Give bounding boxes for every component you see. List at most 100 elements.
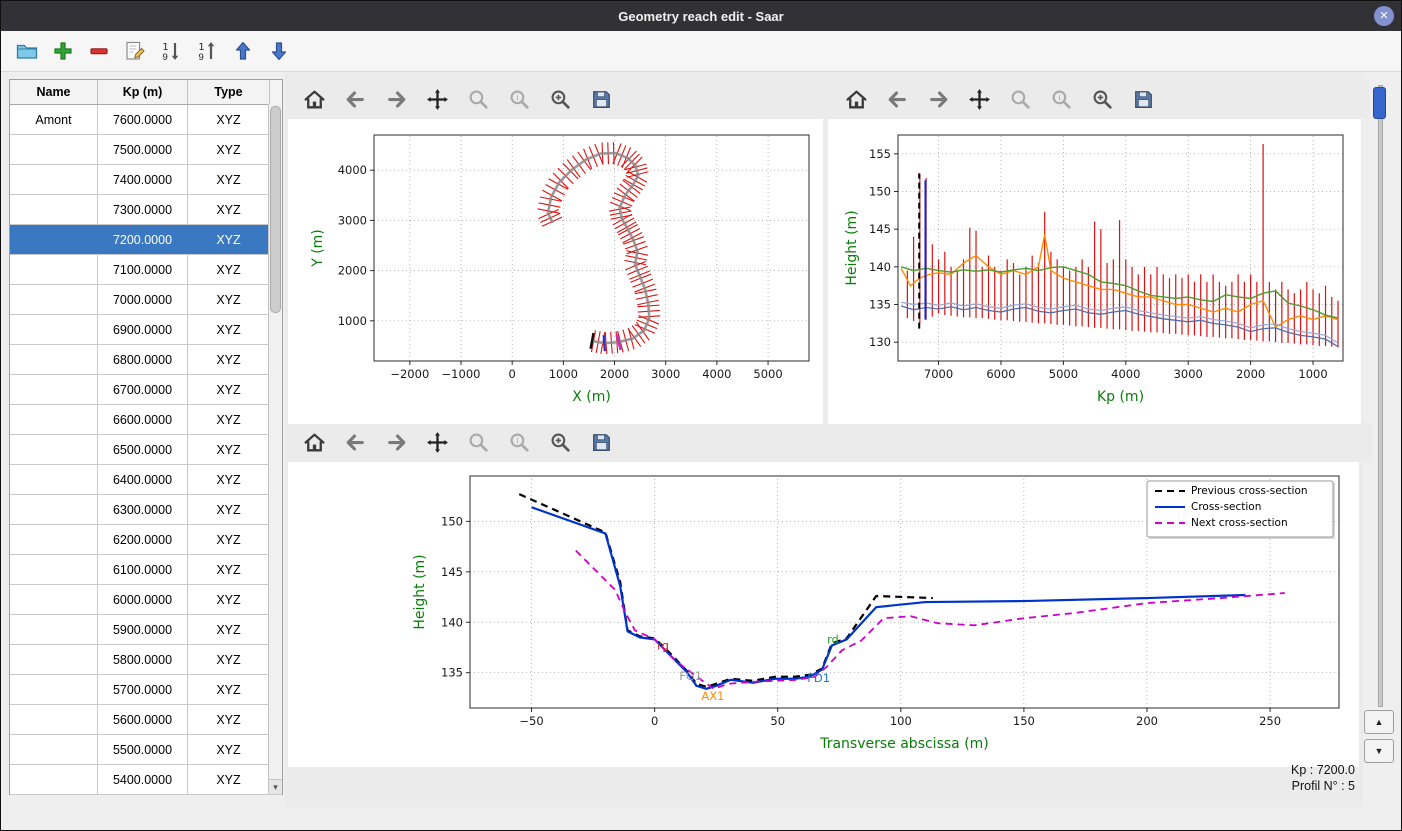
cell-type: XYZ <box>188 495 270 524</box>
table-row[interactable]: 6300.0000 XYZ <box>10 495 282 525</box>
column-header-name[interactable]: Name <box>10 80 98 104</box>
cell-kp: 6700.0000 <box>98 375 188 404</box>
pan-icon[interactable] <box>425 87 450 112</box>
cell-type: XYZ <box>188 405 270 434</box>
table-row[interactable]: 7200.0000 XYZ <box>10 225 282 255</box>
move-up-icon[interactable] <box>231 39 255 63</box>
forward-icon[interactable] <box>926 87 951 112</box>
table-row[interactable]: 5400.0000 XYZ <box>10 765 282 795</box>
table-row[interactable]: 7100.0000 XYZ <box>10 255 282 285</box>
title-bar[interactable]: Geometry reach edit - Saar ✕ <box>1 1 1401 32</box>
svg-text:Transverse abscissa (m): Transverse abscissa (m) <box>819 736 989 752</box>
zoom-rect-icon[interactable] <box>1090 87 1115 112</box>
cell-kp: 7400.0000 <box>98 165 188 194</box>
table-row[interactable]: 6400.0000 XYZ <box>10 465 282 495</box>
table-row[interactable]: 6500.0000 XYZ <box>10 435 282 465</box>
longitudinal-profile-chart[interactable]: 7000 6000 5000 4000 3000 2000 1000 130 135 140 145… <box>828 119 1361 419</box>
column-header-type[interactable]: Type <box>188 80 270 104</box>
svg-text:4000: 4000 <box>338 163 367 177</box>
cell-type: XYZ <box>188 525 270 554</box>
save-icon[interactable] <box>1131 87 1156 112</box>
home-icon[interactable] <box>844 87 869 112</box>
zoom-rect-icon[interactable] <box>548 430 573 455</box>
open-geometry-icon[interactable] <box>15 39 39 63</box>
back-icon[interactable] <box>885 87 910 112</box>
profiles-table-panel: Name Kp (m) Type Amont 7600.0000 XYZ 7500.0… <box>9 79 283 795</box>
table-scrollbar[interactable]: ▾ <box>268 104 282 794</box>
cell-kp: 7200.0000 <box>98 225 188 254</box>
zoom-original-icon[interactable]: i <box>507 430 532 455</box>
svg-text:2000: 2000 <box>600 367 629 381</box>
cell-type: XYZ <box>188 255 270 284</box>
move-down-icon[interactable] <box>267 39 291 63</box>
cell-name: Amont <box>10 105 98 134</box>
table-row[interactable]: 6600.0000 XYZ <box>10 405 282 435</box>
column-header-kp[interactable]: Kp (m) <box>98 80 188 104</box>
table-row[interactable]: 5500.0000 XYZ <box>10 735 282 765</box>
cell-kp: 5500.0000 <box>98 735 188 764</box>
add-profile-icon[interactable] <box>51 39 75 63</box>
profile-slider-thumb[interactable] <box>1373 87 1386 119</box>
svg-text:−2000: −2000 <box>390 367 429 381</box>
zoom-original-icon[interactable]: i <box>1049 87 1074 112</box>
svg-text:5000: 5000 <box>1049 367 1078 381</box>
save-icon[interactable] <box>589 87 614 112</box>
next-profile-button[interactable]: ▼ <box>1364 739 1394 763</box>
close-button[interactable]: ✕ <box>1374 6 1394 26</box>
svg-text:Previous cross-section: Previous cross-section <box>1191 485 1308 497</box>
back-icon[interactable] <box>343 87 368 112</box>
cell-type: XYZ <box>188 645 270 674</box>
table-row[interactable]: 7500.0000 XYZ <box>10 135 282 165</box>
table-row[interactable]: 5700.0000 XYZ <box>10 675 282 705</box>
svg-text:3000: 3000 <box>1174 367 1203 381</box>
table-row[interactable]: 5600.0000 XYZ <box>10 705 282 735</box>
cross-section-chart[interactable]: rg FG1 AX1 FD1 rd −50 0 50 100 150 200 250 135 140 145… <box>288 462 1359 762</box>
window-title: Geometry reach edit - Saar <box>618 8 784 24</box>
table-row[interactable]: 6700.0000 XYZ <box>10 375 282 405</box>
zoom-icon[interactable] <box>466 87 491 112</box>
cell-type: XYZ <box>188 555 270 584</box>
zoom-icon[interactable] <box>1008 87 1033 112</box>
table-row[interactable]: 7400.0000 XYZ <box>10 165 282 195</box>
cell-kp: 7300.0000 <box>98 195 188 224</box>
table-row[interactable]: 7000.0000 XYZ <box>10 285 282 315</box>
cell-type: XYZ <box>188 675 270 704</box>
cell-type: XYZ <box>188 345 270 374</box>
table-row[interactable]: 6800.0000 XYZ <box>10 345 282 375</box>
remove-profile-icon[interactable] <box>87 39 111 63</box>
table-row[interactable]: 6200.0000 XYZ <box>10 525 282 555</box>
table-row[interactable]: 5900.0000 XYZ <box>10 615 282 645</box>
pan-icon[interactable] <box>967 87 992 112</box>
back-icon[interactable] <box>343 430 368 455</box>
profile-slider-track[interactable] <box>1378 85 1383 707</box>
svg-text:AX1: AX1 <box>701 689 724 703</box>
zoom-icon[interactable] <box>466 430 491 455</box>
forward-icon[interactable] <box>384 430 409 455</box>
table-row[interactable]: 6900.0000 XYZ <box>10 315 282 345</box>
forward-icon[interactable] <box>384 87 409 112</box>
table-row[interactable]: 6100.0000 XYZ <box>10 555 282 585</box>
svg-text:2000: 2000 <box>1236 367 1265 381</box>
save-icon[interactable] <box>589 430 614 455</box>
status-kp: Kp : 7200.0 <box>1291 763 1355 777</box>
table-row[interactable]: 5800.0000 XYZ <box>10 645 282 675</box>
cell-kp: 6500.0000 <box>98 435 188 464</box>
cell-name <box>10 195 98 224</box>
svg-text:150: 150 <box>441 514 463 528</box>
table-row[interactable]: 6000.0000 XYZ <box>10 585 282 615</box>
zoom-original-icon[interactable]: i <box>507 87 532 112</box>
pan-icon[interactable] <box>425 430 450 455</box>
table-scrollbar-thumb[interactable] <box>270 106 281 313</box>
table-row[interactable]: 7300.0000 XYZ <box>10 195 282 225</box>
home-icon[interactable] <box>302 87 327 112</box>
home-icon[interactable] <box>302 430 327 455</box>
previous-profile-button[interactable]: ▲ <box>1364 710 1394 734</box>
cell-type: XYZ <box>188 165 270 194</box>
table-scroll-down-button[interactable]: ▾ <box>269 779 282 794</box>
plan-view-chart[interactable]: −2000 −1000 0 1000 2000 3000 4000 5000 1000 2000 3… <box>288 119 823 419</box>
table-row[interactable]: Amont 7600.0000 XYZ <box>10 105 282 135</box>
zoom-rect-icon[interactable] <box>548 87 573 112</box>
edit-profile-icon[interactable] <box>123 39 147 63</box>
